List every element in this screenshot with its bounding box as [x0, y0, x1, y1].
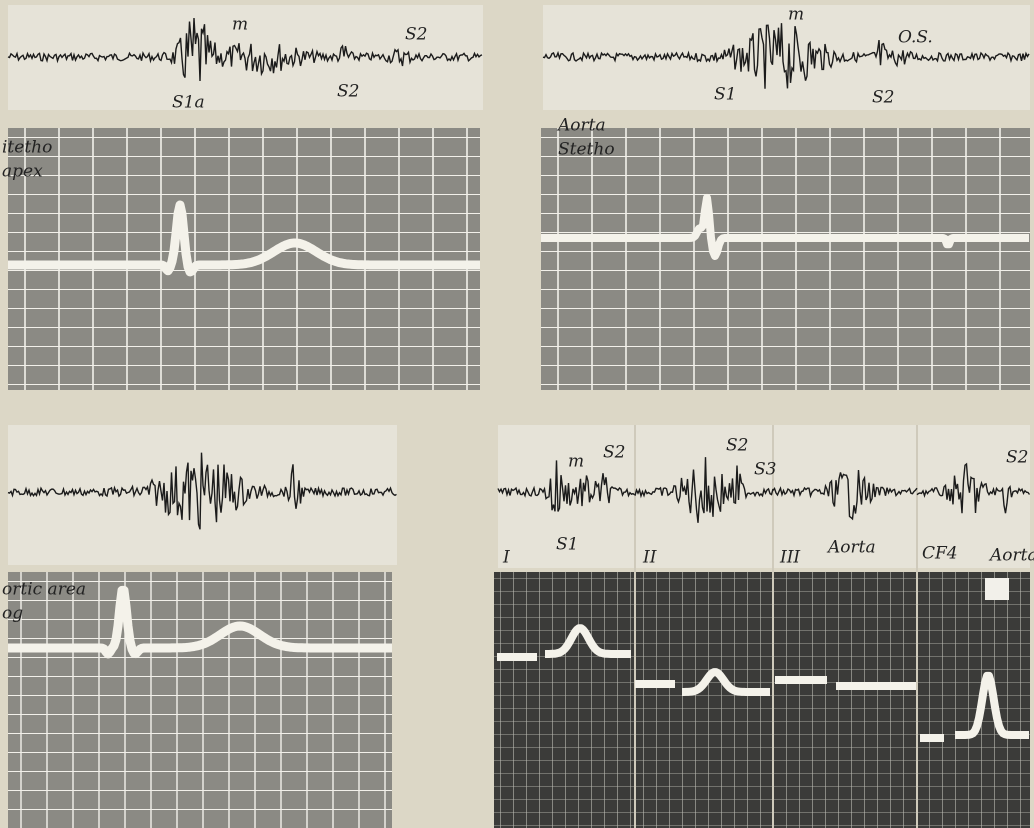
- annotation: Stetho: [558, 140, 615, 160]
- grid-panel: [541, 128, 1030, 390]
- annotation: III: [779, 548, 800, 568]
- annotation: og: [2, 604, 23, 624]
- annotation: S1: [556, 535, 578, 555]
- annotation: S2: [603, 443, 625, 463]
- annotation: itetho: [2, 138, 52, 158]
- annotation: S2: [872, 88, 894, 108]
- grid-panel: [8, 128, 480, 390]
- annotation: S2: [726, 436, 748, 456]
- annotation: m: [788, 5, 804, 25]
- annotation: CF4: [922, 544, 958, 564]
- annotation: S2: [337, 82, 359, 102]
- marker-box: [985, 578, 1009, 600]
- annotation: S2: [1006, 448, 1028, 468]
- annotation: m: [568, 452, 584, 472]
- annotation: II: [642, 548, 657, 568]
- grid-panel: [494, 572, 1030, 828]
- annotation: m: [232, 15, 248, 35]
- annotation: S1: [714, 85, 736, 105]
- annotation: S1a: [172, 93, 205, 113]
- annotation: S2: [405, 25, 427, 45]
- annotation: S3: [754, 460, 776, 480]
- grid-panel: [8, 572, 392, 828]
- annotation: I: [502, 548, 510, 568]
- annotation: O.S.: [898, 28, 933, 48]
- annotation: Aorta: [826, 538, 876, 558]
- annotation: apex: [2, 162, 43, 182]
- annotation: Aorta: [556, 116, 606, 136]
- figure: m S2 S2 S1a itetho apex m O.S. S1 S2 Aorta Stetho or…: [0, 0, 1034, 828]
- annotation: ortic area: [2, 580, 86, 600]
- annotation: Aorta: [988, 546, 1034, 566]
